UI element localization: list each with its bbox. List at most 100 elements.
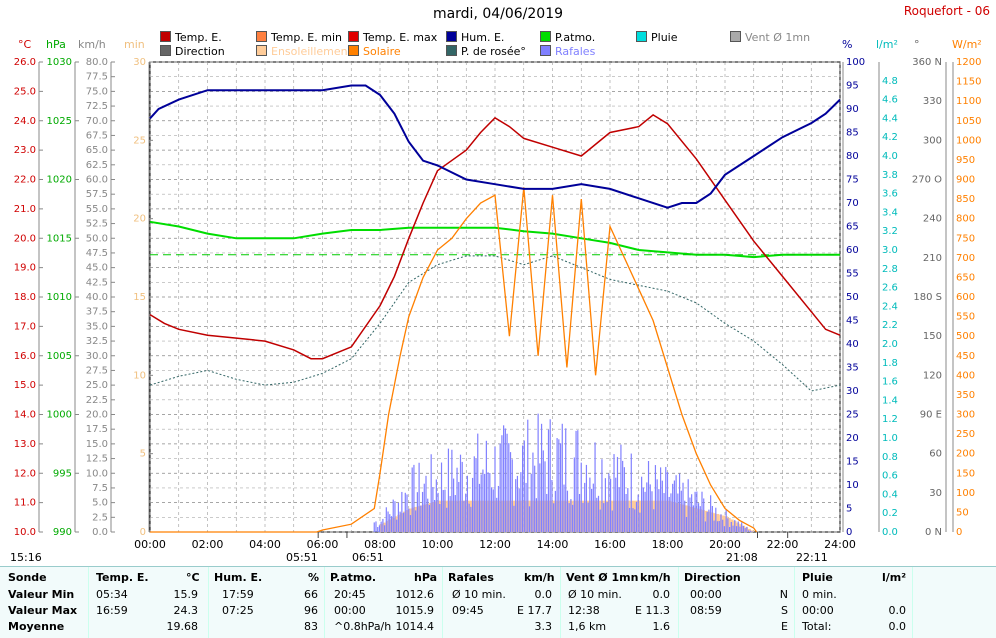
solar-tick-label: 100 xyxy=(956,488,975,499)
sunshine-bar xyxy=(489,500,493,532)
summary-cell-temp-t: 16:59 xyxy=(96,604,128,617)
sunshine-bar xyxy=(739,524,743,532)
header-pluie-unit: l/m² xyxy=(882,571,907,584)
temp-tick-label: 25.0 xyxy=(14,86,36,97)
rain-tick-label: 2.6 xyxy=(882,283,898,294)
sunshine-bar xyxy=(497,500,501,532)
x-tick-label: 16:00 xyxy=(594,538,626,551)
hum-tick-label: 75 xyxy=(846,175,859,186)
summary-cell-vent-t: Ø 10 min. xyxy=(568,588,622,601)
header-temp: Temp. E. xyxy=(96,571,149,584)
wind-tick-label: 37.5 xyxy=(86,307,108,318)
sunshine-bar xyxy=(670,501,674,532)
hum-tick-label: 55 xyxy=(846,269,859,280)
rain-tick-label: 0.4 xyxy=(882,489,898,500)
rain-tick-label: 3.0 xyxy=(882,245,898,256)
solar-tick-label: 200 xyxy=(956,449,975,460)
sun-start-time: 06:51 xyxy=(352,551,384,564)
summary-cell-pluie-v: 0.0 xyxy=(888,620,907,633)
wind-tick-label: 7.5 xyxy=(92,483,108,494)
summary-row: Valeur Min 05:34 15.9 17:59 66 20:45 1012.6 Ø 1… xyxy=(0,588,996,604)
pressure-tick-label: 1005 xyxy=(47,351,72,362)
summary-cell-p-t: ^0.8hPa/h xyxy=(334,620,392,633)
solar-tick-label: 150 xyxy=(956,468,975,479)
header-sonde: Sonde xyxy=(8,571,47,584)
summary-cell-temp-v: 24.3 xyxy=(173,604,199,617)
x-tick-label: 08:00 xyxy=(364,538,396,551)
summary-cell-temp-v: 19.68 xyxy=(166,620,199,633)
rain-tick-label: 0.6 xyxy=(882,471,898,482)
hum-tick-label: 35 xyxy=(846,363,859,374)
wind-tick-label: 0.0 xyxy=(92,527,108,538)
legend: Temp. E. Temp. E. min Temp. E. max Hum. E. P… xyxy=(0,31,996,61)
wind-tick-label: 57.5 xyxy=(86,189,108,200)
summary-cell-raf-t: 09:45 xyxy=(452,604,484,617)
hum-tick-label: 85 xyxy=(846,128,859,139)
sunshine-bar xyxy=(704,510,708,532)
temp-tick-label: 17.0 xyxy=(14,321,36,332)
rain-tick-label: 3.6 xyxy=(882,189,898,200)
hum-tick-label: 5 xyxy=(846,504,852,515)
pressure-tick-label: 1010 xyxy=(47,292,72,303)
hum-tick-label: 10 xyxy=(846,480,859,491)
legend-item: Vent Ø 1mn xyxy=(730,31,810,44)
sunshine-bar xyxy=(515,500,518,532)
dir-tick-label: 0 N xyxy=(925,527,942,538)
rain-tick-label: 2.2 xyxy=(882,320,898,331)
legend-label: Direction xyxy=(175,45,225,58)
sunshine-bar xyxy=(403,511,406,532)
hum-tick-label: 25 xyxy=(846,410,859,421)
wind-tick-label: 62.5 xyxy=(86,160,108,171)
wind-tick-label: 75.0 xyxy=(86,86,108,97)
dir-tick-label: 240 xyxy=(923,214,942,225)
wind-tick-label: 72.5 xyxy=(86,101,108,112)
chart-title: mardi, 04/06/2019 xyxy=(432,6,564,22)
temp-tick-label: 24.0 xyxy=(14,116,36,127)
summary-cell-temp-t: 05:34 xyxy=(96,588,128,601)
legend-label: Temp. E. xyxy=(175,31,222,44)
rain-tick-label: 0.0 xyxy=(882,527,898,538)
legend-item: P. de rosée° xyxy=(446,45,526,58)
summary-cell-pluie-t: Total: xyxy=(802,620,832,633)
hum-unit-label: % xyxy=(842,38,853,51)
summary-cell-p-t: 00:00 xyxy=(334,604,366,617)
temp-tick-label: 21.0 xyxy=(14,204,36,215)
dir-tick-label: 270 O xyxy=(912,175,942,186)
rain-tick-label: 1.6 xyxy=(882,377,898,388)
summary-cell-vent-v: 1.6 xyxy=(652,620,671,633)
summary-cell-pluie-t: 00:00 xyxy=(802,604,834,617)
summary-cell-dir-t: 08:59 xyxy=(690,604,722,617)
header-patmo: P.atmo. xyxy=(330,571,377,584)
wind-tick-label: 27.5 xyxy=(86,365,108,376)
header-vent: Vent Ø 1mn xyxy=(566,571,639,584)
sun-tick-label: 20 xyxy=(133,214,146,225)
sunshine-bar xyxy=(748,528,751,532)
x-tick-label: 20:00 xyxy=(709,538,741,551)
summary-cell-label: Valeur Max xyxy=(8,604,78,617)
sunshine-bar xyxy=(722,515,725,532)
x-tick-label: 02:00 xyxy=(192,538,224,551)
x-tick-label: 18:00 xyxy=(652,538,684,551)
dir-tick-label: 330 xyxy=(923,96,942,107)
station-name: Roquefort - 06 xyxy=(903,4,990,18)
sunshine-bar xyxy=(584,500,587,532)
header-rafales-unit: km/h xyxy=(524,571,555,584)
summary-cell-p-v: 1015.9 xyxy=(395,604,435,617)
header-patmo-unit: hPa xyxy=(414,571,438,584)
wind-tick-label: 60.0 xyxy=(86,175,108,186)
sunshine-bar xyxy=(601,500,605,532)
x-tick-label: 12:00 xyxy=(479,538,511,551)
dir-tick-label: 360 N xyxy=(912,57,942,68)
dir-unit-label: ° xyxy=(914,38,920,51)
legend-swatch xyxy=(446,31,457,42)
dir-tick-label: 300 xyxy=(923,135,942,146)
pressure-tick-label: 1025 xyxy=(47,116,72,127)
legend-label: Ensoleillement xyxy=(271,45,352,58)
x-tick-label: 24:00 xyxy=(824,538,856,551)
rain-tick-label: 3.4 xyxy=(882,207,898,218)
sunshine-bar xyxy=(480,500,484,532)
sunshine-bar xyxy=(713,513,717,532)
rain-tick-label: 1.4 xyxy=(882,395,898,406)
legend-swatch xyxy=(730,31,741,42)
rain-tick-label: 3.8 xyxy=(882,170,898,181)
